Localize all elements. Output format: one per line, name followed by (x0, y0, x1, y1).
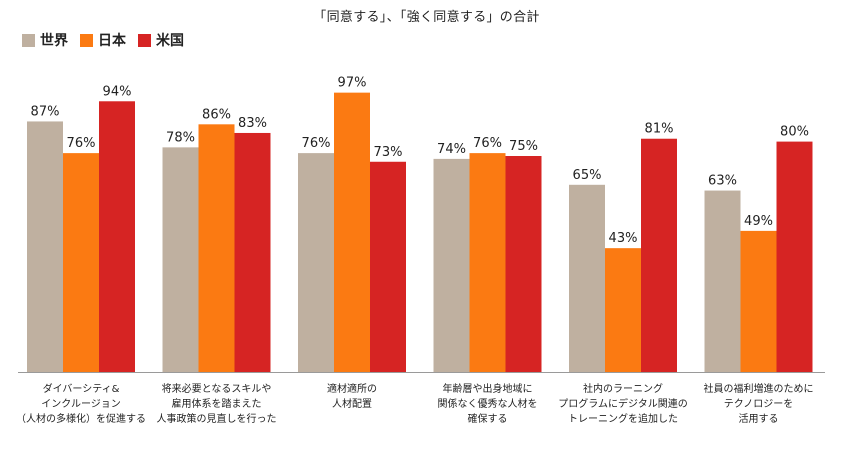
bar-japan-2 (334, 92, 370, 372)
legend-label-japan: 日本 (98, 33, 126, 49)
category-label-line: テクノロジーを (723, 399, 794, 410)
category-label-3: 年齢層や出身地域に 関係なく優秀な人材を 確保する (418, 382, 558, 427)
legend-item-japan: 日本 (80, 30, 126, 50)
legend-swatch-us (138, 33, 151, 47)
data-label-japan-1: 86% (202, 107, 231, 122)
category-label-line: ダイバーシティ& (42, 384, 120, 395)
bar-japan-5 (740, 230, 777, 372)
data-label-japan-3: 76% (473, 136, 502, 151)
category-label-line: 人事政策の見直しを行った (156, 414, 277, 425)
category-label-line: 将来必要となるスキルや (161, 384, 272, 395)
bar-us-1 (234, 132, 271, 372)
legend-label-us: 米国 (156, 33, 184, 49)
bar-japan-3 (469, 153, 506, 372)
category-label-line: 年齢層や出身地域に (442, 384, 533, 395)
legend-swatch-japan (80, 33, 93, 47)
data-label-japan-5: 49% (744, 214, 773, 229)
data-label-world-0: 87% (31, 104, 60, 119)
category-label-line: 関係なく優秀な人材を (437, 399, 538, 410)
category-label-5: 社員の福利増進のために テクノロジーを 活用する (689, 382, 829, 427)
category-label-2: 適材適所の 人材配置 (282, 382, 422, 412)
category-label-line: 雇用体系を踏まえた (171, 399, 262, 410)
data-label-us-0: 94% (103, 84, 132, 99)
category-label-4: 社内のラーニングプログラムにデジタル関連の トレーニングを追加した (553, 382, 693, 427)
category-label-1: 将来必要となるスキルや 雇用体系を踏まえた人事政策の見直しを行った (147, 382, 287, 427)
bar-us-5 (776, 141, 813, 372)
bar-japan-1 (198, 124, 235, 372)
category-label-0: ダイバーシティ& インクルージョン （人材の多様化）を促進する (11, 382, 151, 427)
bar-us-2 (370, 161, 406, 372)
legend-item-world: 世界 (22, 30, 68, 50)
category-label-line: インクルージョン (41, 399, 121, 410)
bar-japan-4 (605, 248, 641, 372)
data-label-world-1: 78% (166, 130, 195, 145)
legend-item-us: 米国 (138, 30, 184, 50)
legend-label-world: 世界 (40, 33, 68, 49)
category-label-line: 適材適所の (327, 384, 377, 395)
data-label-world-4: 65% (573, 168, 602, 183)
bar-us-3 (505, 156, 542, 372)
data-label-japan-0: 76% (67, 136, 96, 151)
category-label-line: 活用する (738, 414, 779, 425)
bar-world-5 (704, 190, 741, 372)
category-label-line: プログラムにデジタル関連の (558, 399, 688, 410)
data-label-japan-4: 43% (609, 231, 638, 246)
category-label-line: 社内のラーニング (583, 384, 663, 395)
chart-title: 「同意する」、「強く同意する」の合計 (313, 10, 540, 25)
category-label-line: （人材の多様化）を促進する (16, 414, 146, 425)
bar-world-1 (162, 147, 199, 372)
bar-world-3 (433, 158, 470, 372)
bar-us-4 (641, 138, 677, 372)
category-label-line: 社員の福利増進のために (703, 384, 814, 395)
data-label-us-1: 83% (238, 116, 267, 131)
data-label-japan-2: 97% (338, 76, 367, 91)
data-label-world-5: 63% (708, 174, 737, 189)
category-label-line: トレーニングを追加した (568, 414, 678, 425)
bar-world-4 (569, 184, 605, 372)
bar-world-2 (298, 153, 334, 372)
legend-swatch-world (22, 33, 35, 47)
data-label-us-5: 80% (780, 125, 809, 140)
data-label-world-3: 74% (437, 142, 466, 157)
legend: 世界 日本 米国 (22, 30, 184, 50)
data-label-us-3: 75% (509, 139, 538, 154)
data-label-us-4: 81% (645, 122, 674, 137)
category-label-line: 人材配置 (332, 399, 372, 410)
bar-world-0 (27, 121, 63, 372)
bar-japan-0 (63, 153, 99, 372)
category-label-line: 確保する (467, 414, 508, 425)
bar-us-0 (99, 101, 135, 372)
data-label-world-2: 76% (302, 136, 331, 151)
data-label-us-2: 73% (374, 145, 403, 160)
